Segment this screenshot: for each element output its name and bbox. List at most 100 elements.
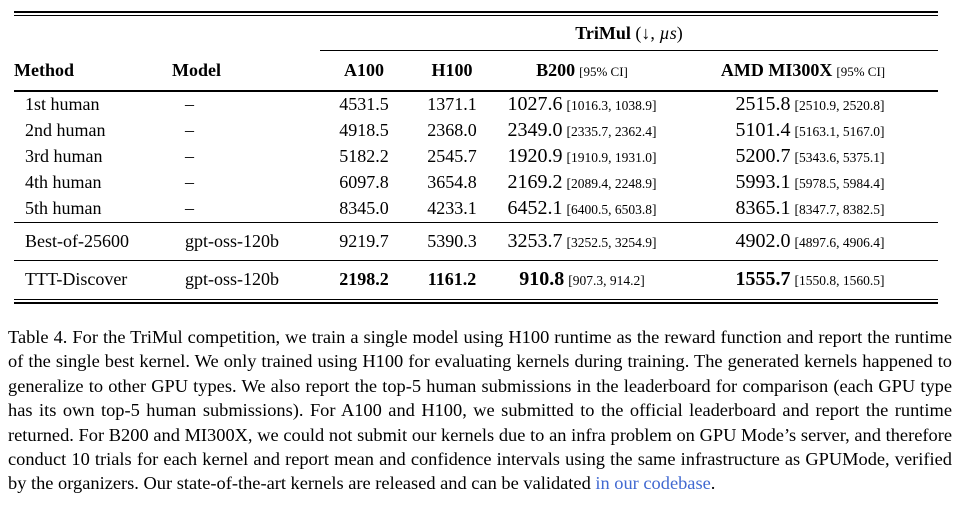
group-unit-prefix: (↓, bbox=[630, 23, 660, 43]
col-header-mi300x: AMD MI300X [95% CI] bbox=[668, 50, 938, 92]
mi300x-mean: 2515.8 bbox=[735, 93, 791, 115]
table-row: 4th human – 6097.8 3654.8 2169.2 [2089.4,… bbox=[14, 170, 938, 196]
model-cell: – bbox=[185, 94, 194, 114]
group-header-spacer bbox=[14, 16, 320, 51]
b200-ci: [2089.4, 2248.9] bbox=[566, 176, 657, 191]
method-cell: 1st human bbox=[25, 94, 100, 114]
table-top-rule bbox=[14, 11, 938, 16]
method-cell: 3rd human bbox=[25, 146, 103, 166]
h100-cell: 4233.1 bbox=[427, 198, 477, 218]
a100-cell: 5182.2 bbox=[339, 146, 389, 166]
b200-ci: [1016.3, 1038.9] bbox=[566, 98, 657, 113]
b200-ci: [3252.5, 3254.9] bbox=[566, 235, 657, 250]
model-cell: – bbox=[185, 120, 194, 140]
group-unit-suffix: ) bbox=[676, 23, 683, 43]
b200-cell: 1027.6 [1016.3, 1038.9] bbox=[496, 91, 668, 118]
model-cell: – bbox=[185, 146, 194, 166]
b200-cell: 6452.1 [6400.5, 6503.8] bbox=[496, 196, 668, 223]
b200-mean: 1027.6 bbox=[507, 93, 563, 115]
column-header-row: Method Model A100 H100 B200 [95% CI] AMD … bbox=[14, 50, 938, 92]
a100-cell: 8345.0 bbox=[339, 198, 389, 218]
mi300x-mean: 5101.4 bbox=[735, 119, 791, 141]
a100-cell: 9219.7 bbox=[320, 222, 408, 261]
table-row: 3rd human – 5182.2 2545.7 1920.9 [1910.9,… bbox=[14, 144, 938, 170]
method-cell: 4th human bbox=[25, 172, 102, 192]
paper-table-figure: TriMul (↓, µs) Method Model A100 H100 B2… bbox=[0, 11, 960, 524]
model-cell: gpt-oss-120b bbox=[172, 222, 320, 261]
table-bottom-rule bbox=[14, 299, 938, 304]
mi300x-cell: 1555.7 [1550.8, 1560.5] bbox=[668, 260, 938, 299]
mi300x-cell: 5200.7 [5343.6, 5375.1] bbox=[668, 144, 938, 170]
b200-mean: 3253.7 bbox=[507, 230, 563, 252]
group-header-row: TriMul (↓, µs) bbox=[14, 16, 938, 51]
table-row: 2nd human – 4918.5 2368.0 2349.0 [2335.7,… bbox=[14, 118, 938, 144]
table-row: 1st human – 4531.5 1371.1 1027.6 [1016.3,… bbox=[14, 91, 938, 118]
h100-cell: 1371.1 bbox=[427, 94, 477, 114]
mi300x-cell: 8365.1 [8347.7, 8382.5] bbox=[668, 196, 938, 223]
b200-mean: 2349.0 bbox=[507, 119, 563, 141]
table-row: 5th human – 8345.0 4233.1 6452.1 [6400.5,… bbox=[14, 196, 938, 223]
b200-mean: 1920.9 bbox=[507, 145, 563, 167]
a100-cell: 4918.5 bbox=[339, 120, 389, 140]
method-cell: TTT-Discover bbox=[14, 260, 172, 299]
b200-cell: 2169.2 [2089.4, 2248.9] bbox=[496, 170, 668, 196]
mi300x-cell: 5101.4 [5163.1, 5167.0] bbox=[668, 118, 938, 144]
col-header-mi300x-ci-note: [95% CI] bbox=[836, 64, 886, 79]
h100-cell: 2368.0 bbox=[427, 120, 477, 140]
caption-period: . bbox=[710, 473, 716, 494]
mi300x-ci: [5163.1, 5167.0] bbox=[794, 124, 885, 139]
mi300x-mean: 5993.1 bbox=[735, 171, 791, 193]
mi300x-ci: [4897.6, 4906.4] bbox=[794, 235, 885, 250]
mi300x-ci: [8347.7, 8382.5] bbox=[794, 202, 885, 217]
caption-text: Table 4. For the TriMul competition, we … bbox=[8, 327, 952, 494]
col-header-h100: H100 bbox=[408, 50, 496, 92]
a100-cell: 4531.5 bbox=[339, 94, 389, 114]
col-header-model: Model bbox=[172, 50, 320, 92]
h100-cell: 1161.2 bbox=[408, 260, 496, 299]
b200-cell: 1920.9 [1910.9, 1931.0] bbox=[496, 144, 668, 170]
model-cell: – bbox=[185, 172, 194, 192]
mi300x-cell: 5993.1 [5978.5, 5984.4] bbox=[668, 170, 938, 196]
table-row-best-of: Best-of-25600 gpt-oss-120b 9219.7 5390.3… bbox=[14, 222, 938, 261]
mi300x-mean: 5200.7 bbox=[735, 145, 791, 167]
mi300x-ci: [5343.6, 5375.1] bbox=[794, 150, 885, 165]
col-header-b200-ci-note: [95% CI] bbox=[579, 64, 628, 79]
col-header-b200-label: B200 bbox=[536, 60, 576, 80]
mi300x-cell: 2515.8 [2510.9, 2520.8] bbox=[668, 91, 938, 118]
mi300x-ci: [1550.8, 1560.5] bbox=[794, 273, 885, 288]
mi300x-mean: 1555.7 bbox=[735, 268, 791, 290]
b200-ci: [6400.5, 6503.8] bbox=[566, 202, 657, 217]
method-cell: 5th human bbox=[25, 198, 102, 218]
b200-ci: [1910.9, 1931.0] bbox=[566, 150, 657, 165]
a100-cell: 2198.2 bbox=[320, 260, 408, 299]
b200-ci: [907.3, 914.2] bbox=[568, 273, 645, 288]
table-caption: Table 4. For the TriMul competition, we … bbox=[8, 325, 952, 496]
b200-cell: 2349.0 [2335.7, 2362.4] bbox=[496, 118, 668, 144]
col-header-b200: B200 [95% CI] bbox=[496, 50, 668, 92]
a100-cell: 6097.8 bbox=[339, 172, 389, 192]
mi300x-cell: 4902.0 [4897.6, 4906.4] bbox=[668, 222, 938, 261]
mi300x-mean: 8365.1 bbox=[735, 197, 791, 219]
method-cell: 2nd human bbox=[25, 120, 106, 140]
b200-cell: 910.8 [907.3, 914.2] bbox=[496, 260, 668, 299]
group-header-trimul: TriMul (↓, µs) bbox=[320, 16, 938, 51]
mi300x-ci: [5978.5, 5984.4] bbox=[794, 176, 885, 191]
b200-ci: [2335.7, 2362.4] bbox=[566, 124, 657, 139]
col-header-method: Method bbox=[14, 50, 172, 92]
b200-cell: 3253.7 [3252.5, 3254.9] bbox=[496, 222, 668, 261]
b200-mean: 910.8 bbox=[519, 268, 565, 290]
group-unit-micro: µs bbox=[659, 23, 677, 43]
model-cell: gpt-oss-120b bbox=[172, 260, 320, 299]
mi300x-ci: [2510.9, 2520.8] bbox=[794, 98, 885, 113]
h100-cell: 3654.8 bbox=[427, 172, 477, 192]
group-title: TriMul bbox=[575, 23, 631, 43]
h100-cell: 5390.3 bbox=[408, 222, 496, 261]
col-header-mi300x-label: AMD MI300X bbox=[720, 60, 833, 80]
table-row-ttt-discover: TTT-Discover gpt-oss-120b 2198.2 1161.2 … bbox=[14, 260, 938, 299]
col-header-a100: A100 bbox=[320, 50, 408, 92]
model-cell: – bbox=[185, 198, 194, 218]
codebase-link[interactable]: in our codebase bbox=[595, 473, 711, 494]
h100-cell: 2545.7 bbox=[427, 146, 477, 166]
b200-mean: 6452.1 bbox=[507, 197, 563, 219]
b200-mean: 2169.2 bbox=[507, 171, 563, 193]
